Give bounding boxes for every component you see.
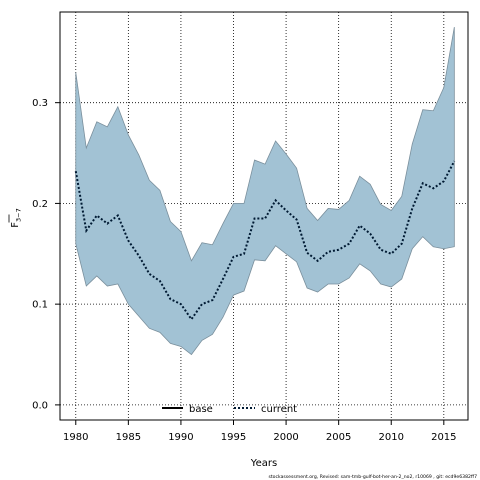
x-axis-title: Years [250,458,277,469]
confidence-band [75,27,455,356]
plot-frame [59,11,469,421]
y-tick-label: 0.0 [32,400,48,411]
footer-credit: stockassessment.org, Revised: sam-tmb-gu… [268,474,477,480]
y-axis-title-subscript: 3−7 [15,208,23,222]
y-axis-title: F3−7 [8,208,23,228]
x-tick-label: 1980 [63,432,88,443]
x-tick-label: 1990 [168,432,193,443]
y-tick-label: 0.2 [32,199,48,210]
y-tick-label: 0.3 [32,98,48,109]
y-axis-ticks: 0.0 0.1 0.2 0.3 [32,98,60,411]
x-tick-label: 2000 [273,432,298,443]
legend: base current [162,404,297,415]
x-tick-label: 2005 [326,432,351,443]
legend-current-label: current [261,404,297,415]
x-tick-label: 2010 [379,432,404,443]
y-tick-label: 0.1 [32,300,48,311]
x-tick-label: 2015 [431,432,456,443]
x-tick-label: 1985 [116,432,141,443]
legend-base-label: base [189,404,213,415]
confidence-band-area [75,27,455,356]
y-axis-title-letter: F [10,222,21,228]
x-axis-ticks: 1980 1985 1990 1995 2000 2005 2010 2015 [63,420,457,443]
x-tick-label: 1995 [221,432,246,443]
y-axis-title-main: F3−7 [10,208,23,227]
